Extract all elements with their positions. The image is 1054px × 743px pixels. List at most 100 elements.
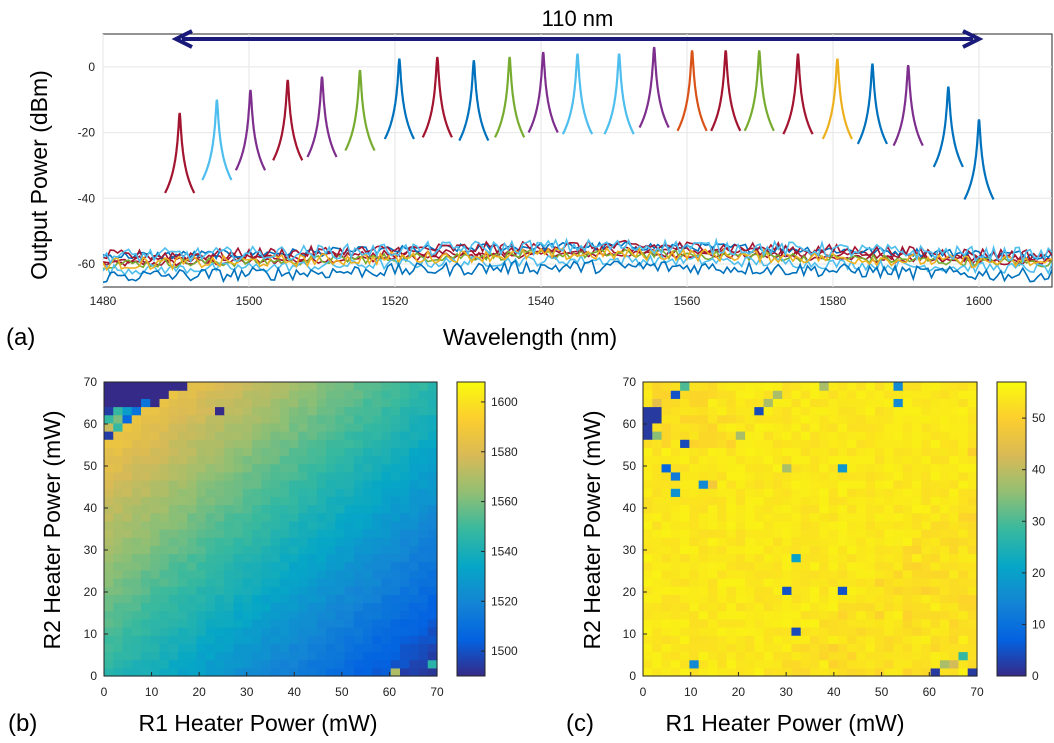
heatmap-cell — [902, 643, 913, 653]
heatmap-cell — [902, 667, 913, 677]
heatmap-cell — [279, 520, 290, 530]
heatmap-cell — [689, 463, 700, 473]
heatmap-cell — [316, 414, 327, 424]
heatmap-cell — [233, 659, 244, 669]
heatmap-cell — [205, 406, 216, 416]
heatmap-cell — [819, 422, 830, 432]
heatmap-cell — [159, 553, 170, 563]
heatmap-cell — [307, 390, 318, 399]
heatmap-cell — [707, 504, 718, 514]
heatmap-cell — [113, 618, 124, 628]
heatmap-cell — [381, 512, 392, 522]
heatmap-cell — [921, 471, 932, 481]
heatmap-cell — [381, 488, 392, 497]
heatmap-cell — [754, 651, 765, 661]
heatmap-cell — [159, 471, 170, 481]
heatmap-cell — [735, 463, 746, 473]
heatmap-cell — [168, 667, 179, 677]
heatmap-cell — [316, 610, 327, 620]
heatmap-cell — [298, 667, 309, 677]
heatmap-cell — [150, 414, 161, 424]
heatmap-cell — [372, 406, 383, 416]
heatmap-cell — [791, 545, 802, 555]
heatmap-cell — [187, 504, 198, 514]
heatmap-cell — [242, 471, 253, 481]
heatmap-cell — [104, 586, 114, 595]
heatmap-cell — [884, 398, 895, 408]
heatmap-cell — [707, 422, 718, 432]
heatmap-cell — [643, 512, 653, 522]
heatmap-cell — [670, 455, 681, 465]
heatmap-cell — [298, 504, 309, 514]
heatmap-cell — [800, 390, 811, 399]
heatmap-cell — [150, 504, 161, 514]
heatmap-cell — [717, 643, 728, 653]
heatmap-cell — [707, 586, 718, 595]
heatmap-cell — [390, 545, 401, 555]
heatmap-cell — [390, 455, 401, 465]
heatmap-cell — [400, 569, 410, 579]
heatmap-cell — [754, 463, 765, 473]
heatmap-cell — [810, 667, 820, 677]
heatmap-cell — [791, 651, 802, 661]
heatmap-cell — [242, 414, 253, 424]
heatmap-cell — [689, 667, 700, 677]
heatmap-cell — [233, 439, 244, 448]
heatmap-cell — [782, 496, 793, 506]
y-tick-label: 0 — [629, 669, 636, 683]
heatmap-cell — [717, 561, 728, 571]
heatmap-cell — [159, 439, 170, 448]
heatmap-cell — [726, 471, 737, 481]
heatmap-cell — [344, 537, 355, 546]
heatmap-cell — [289, 569, 299, 579]
heatmap-cell — [884, 520, 895, 530]
heatmap-cell — [400, 553, 410, 563]
heatmap-cell — [187, 512, 198, 522]
heatmap-cell — [205, 422, 216, 432]
heatmap-cell — [307, 422, 318, 432]
heatmap-cell — [215, 643, 225, 653]
heatmap-cell — [307, 406, 318, 416]
heatmap-cell — [893, 545, 904, 555]
heatmap-cell — [874, 504, 885, 514]
heatmap-cell — [279, 545, 290, 555]
heatmap-cell — [670, 406, 681, 416]
heatmap-cell — [735, 480, 746, 489]
heatmap-cell — [335, 537, 346, 546]
heatmap-cell — [298, 463, 309, 473]
heatmap-cell — [104, 439, 114, 448]
heatmap-cell — [270, 545, 281, 555]
heatmap-cell — [353, 578, 364, 587]
heatmap-cell — [270, 431, 281, 440]
heatmap-cell — [372, 667, 383, 677]
heatmap-cell — [418, 512, 429, 522]
heatmap-cell — [270, 602, 281, 612]
y-tick-label: 30 — [623, 543, 637, 557]
heatmap-cell — [113, 659, 124, 669]
heatmap-cell — [390, 512, 401, 522]
heatmap-cell — [168, 520, 179, 530]
heatmap-cell — [689, 594, 700, 604]
heatmap-cell — [316, 447, 327, 457]
heatmap-cell — [326, 414, 336, 424]
spectral-peak — [856, 63, 889, 145]
heatmap-cell — [131, 545, 142, 555]
heatmap-cell — [726, 480, 737, 489]
heatmap-cell — [344, 643, 355, 653]
heatmap-cell — [196, 659, 207, 669]
heatmap-cell — [335, 398, 346, 408]
heatmap-cell — [363, 406, 373, 416]
heatmap-cell — [344, 414, 355, 424]
heatmap-cell — [427, 594, 438, 604]
heatmap-cell — [921, 618, 932, 628]
heatmap-cell — [289, 414, 299, 424]
heatmap-cell — [874, 618, 885, 628]
heatmap-cell — [874, 545, 885, 555]
heatmap-cell — [902, 610, 913, 620]
heatmap-cell — [791, 659, 802, 669]
heatmap-cell — [104, 569, 114, 579]
heatmap-cell — [930, 480, 941, 489]
heatmap-cell — [689, 569, 700, 579]
heatmap-cell — [856, 537, 867, 546]
heatmap-cell — [670, 610, 681, 620]
